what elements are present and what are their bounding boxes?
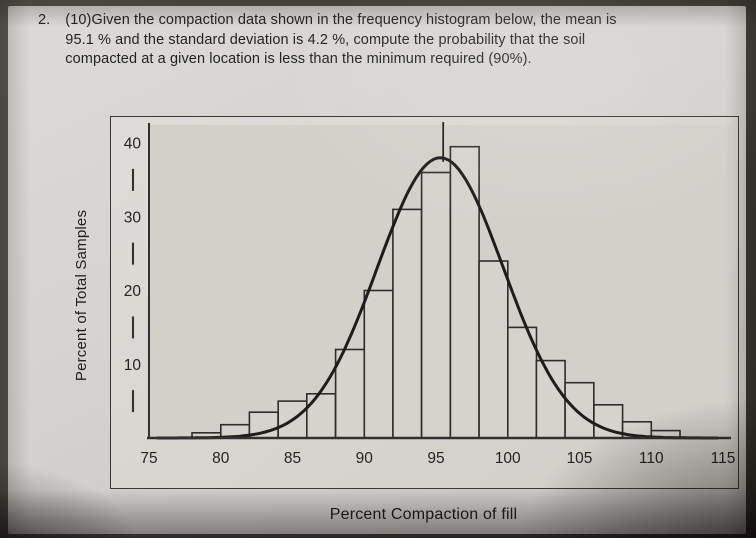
x-tick-label-80: 80 [212,450,230,467]
x-tick-label-100: 100 [495,450,521,467]
question-line-3: compacted at a given location is less th… [65,51,532,67]
histogram-bar-13 [564,381,595,439]
y-tick-label-10: 10 [124,357,142,374]
question: 2. (10)Given the compaction data shown i… [38,11,665,70]
histogram-bar-12 [535,359,566,439]
x-tick-label-95: 95 [427,450,444,467]
paper-sheet: 2. (10)Given the compaction data shown i… [8,6,746,534]
x-tick-label-75: 75 [140,450,157,467]
histogram-bar-6 [363,289,394,439]
y-tick-label-40: 40 [124,136,142,153]
question-number: 2. [38,12,51,28]
histogram-bar-8 [420,171,452,439]
question-text: (10)Given the compaction data shown in t… [65,11,665,70]
histogram-bar-7 [392,208,423,439]
chart-frame: 10 20 30 40 75 80 85 90 95 100 105 110 115 [110,116,739,489]
x-tick-label-105: 105 [567,450,593,467]
histogram-plot: 10 20 30 40 75 80 85 90 95 100 105 110 115 [124,122,736,467]
histogram-bar-5 [334,348,366,439]
x-tick-label-90: 90 [356,450,374,467]
histogram-bar-9 [449,145,480,439]
y-axis-title-wrap: Percent of Total Samples [71,110,93,481]
x-tick-label-85: 85 [284,450,301,467]
histogram-bar-10 [478,260,509,439]
histogram-bar-4 [306,392,337,439]
y-tick-label-30: 30 [124,209,142,226]
x-tick-label-110: 110 [639,450,664,467]
y-tick-label-20: 20 [124,283,142,300]
y-axis-title: Percent of Total Samples [73,209,91,382]
x-axis-title: Percent Compaction of fill [329,506,518,523]
question-line-1: (10)Given the compaction data shown in t… [65,12,617,28]
question-line-2: 95.1 % and the standard deviation is 4.2… [65,31,586,48]
x-tick-label-115: 115 [711,450,736,467]
